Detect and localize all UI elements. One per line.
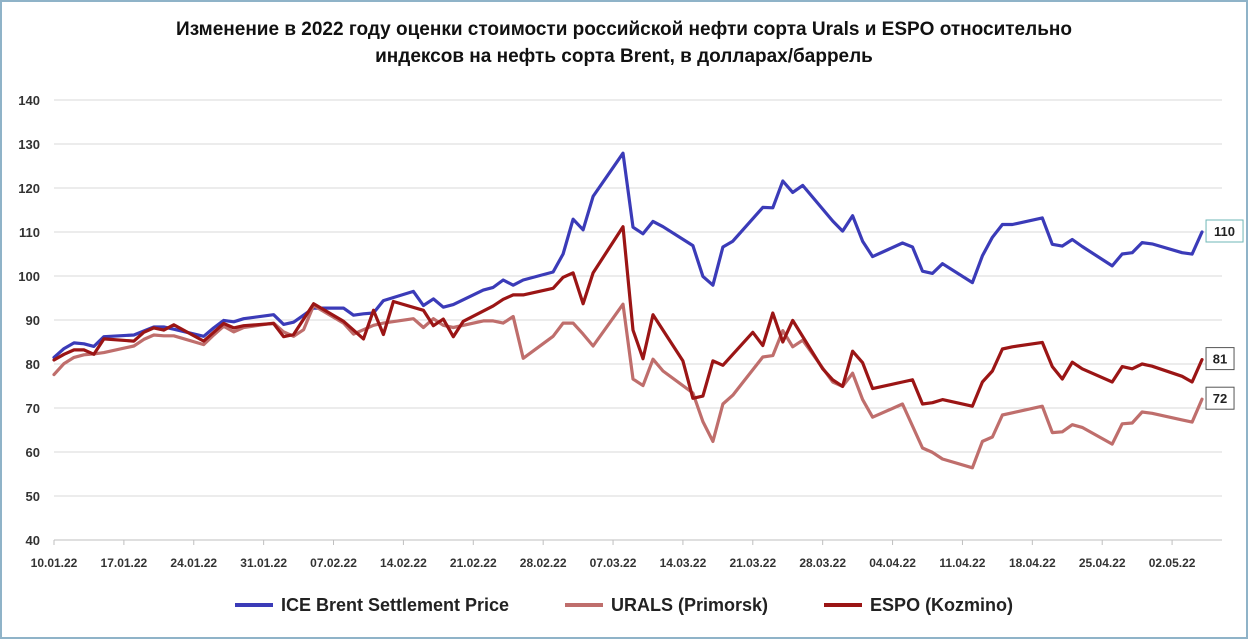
chart-title: Изменение в 2022 году оценки стоимости р… — [0, 16, 1248, 70]
end-label-espo-kozmino: 81 — [1205, 347, 1235, 371]
y-tick-label: 50 — [26, 489, 40, 504]
x-tick-label: 14.03.22 — [660, 556, 707, 570]
legend-swatch — [234, 603, 273, 607]
chart-title-line-2: индексов на нефть сорта Brent, в доллара… — [375, 46, 873, 67]
x-tick-label: 21.02.22 — [450, 556, 497, 570]
series-line-espo-kozmino — [52, 225, 1204, 408]
legend-item-urals-primorsk: URALS (Primorsk) — [565, 595, 768, 616]
y-tick-label: 110 — [19, 225, 40, 240]
grid-lines — [54, 99, 1222, 541]
series-line-ice-brent-settlement-price — [52, 151, 1204, 359]
legend-swatch — [824, 603, 863, 607]
x-tick-label: 10.01.22 — [31, 556, 78, 570]
x-tick-label: 17.01.22 — [101, 556, 148, 570]
end-label-text: 81 — [1213, 352, 1227, 367]
x-axis-ticks: 10.01.22 17.01.22 24.01.22 31.01.22 07.02.22… — [31, 540, 1196, 570]
end-label-urals-primorsk: 72 — [1205, 386, 1235, 410]
x-tick-label: 21.03.22 — [729, 556, 776, 570]
end-label-text: 110 — [1214, 224, 1235, 239]
x-tick-label: 31.01.22 — [240, 556, 287, 570]
x-tick-label: 07.03.22 — [590, 556, 637, 570]
chart-legend: ICE Brent Settlement Price URALS (Primors… — [0, 588, 1248, 622]
y-tick-label: 40 — [26, 533, 40, 548]
chart-title-line-1: Изменение в 2022 году оценки стоимости р… — [176, 19, 1072, 40]
x-tick-label: 28.02.22 — [520, 556, 567, 570]
x-tick-label: 28.03.22 — [799, 556, 846, 570]
legend-label: URALS (Primorsk) — [611, 594, 769, 615]
y-axis-ticks: 40 50 60 70 80 90 100 110 120 130 140 — [18, 93, 40, 548]
x-tick-label: 25.04.22 — [1079, 556, 1126, 570]
y-tick-label: 140 — [18, 93, 40, 108]
x-tick-label: 11.04.22 — [939, 556, 985, 570]
x-tick-label: 14.02.22 — [380, 556, 427, 570]
end-label-ice-brent-settlement-price: 110 — [1205, 219, 1244, 243]
y-tick-label: 80 — [26, 357, 40, 372]
series-line-urals-primorsk — [52, 302, 1204, 470]
y-tick-label: 70 — [26, 401, 40, 416]
legend-label: ICE Brent Settlement Price — [280, 594, 510, 615]
x-tick-label: 02.05.22 — [1149, 556, 1196, 570]
x-tick-label: 24.01.22 — [170, 556, 217, 570]
y-tick-label: 90 — [26, 313, 40, 328]
legend-swatch — [565, 603, 604, 607]
series-lines — [52, 151, 1204, 470]
y-tick-label: 100 — [18, 269, 40, 284]
end-label-text: 72 — [1213, 391, 1227, 406]
y-tick-label: 130 — [18, 137, 40, 152]
x-tick-label: 07.02.22 — [310, 556, 357, 570]
x-tick-label: 18.04.22 — [1009, 556, 1056, 570]
legend-label: ESPO (Kozmino) — [870, 594, 1014, 615]
legend-item-espo-kozmino: ESPO (Kozmino) — [824, 595, 1013, 616]
x-tick-label: 04.04.22 — [869, 556, 916, 570]
y-tick-label: 60 — [26, 445, 40, 460]
y-tick-label: 120 — [18, 181, 40, 196]
legend-item-ice-brent-settlement-price: ICE Brent Settlement Price — [234, 594, 510, 616]
end-value-labels: 110 72 81 — [1205, 219, 1244, 410]
